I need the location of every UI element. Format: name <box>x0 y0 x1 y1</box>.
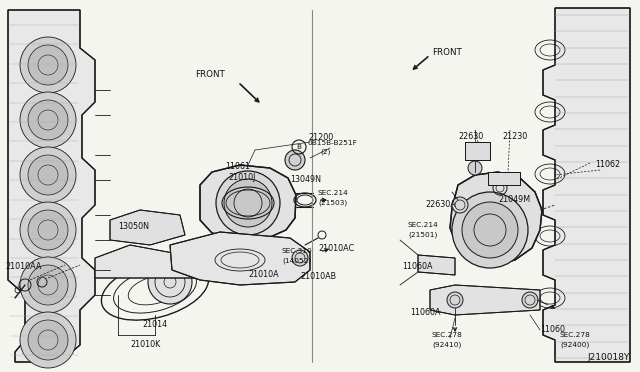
Text: 21010A: 21010A <box>248 270 278 279</box>
Circle shape <box>285 150 305 170</box>
Circle shape <box>20 257 76 313</box>
Text: (21503): (21503) <box>318 200 348 206</box>
Polygon shape <box>95 245 200 278</box>
Text: SEC.214: SEC.214 <box>318 190 349 196</box>
Circle shape <box>468 161 482 175</box>
Circle shape <box>28 155 68 195</box>
Text: FRONT: FRONT <box>195 70 225 79</box>
Text: 21010J: 21010J <box>228 173 255 182</box>
Circle shape <box>28 210 68 250</box>
Circle shape <box>216 171 280 235</box>
Text: 21010AA: 21010AA <box>5 262 42 271</box>
Text: 21010AB: 21010AB <box>300 272 336 281</box>
Text: 21014: 21014 <box>142 320 167 329</box>
Text: 11060A: 11060A <box>410 308 440 317</box>
Text: 21230: 21230 <box>502 132 527 141</box>
Text: 11060: 11060 <box>540 325 565 334</box>
Text: 11062: 11062 <box>595 160 620 169</box>
Text: B: B <box>296 144 301 150</box>
Polygon shape <box>543 8 630 362</box>
Circle shape <box>224 179 272 227</box>
Circle shape <box>28 265 68 305</box>
Text: (2): (2) <box>320 149 330 155</box>
Text: 21010AC: 21010AC <box>318 244 354 253</box>
Text: (92410): (92410) <box>432 342 461 349</box>
Polygon shape <box>430 285 540 315</box>
Polygon shape <box>465 142 490 160</box>
Text: SEC.214: SEC.214 <box>408 222 439 228</box>
Circle shape <box>20 202 76 258</box>
Text: 13049N: 13049N <box>290 175 321 184</box>
Circle shape <box>28 320 68 360</box>
Text: FRONT: FRONT <box>432 48 462 57</box>
Polygon shape <box>110 210 185 245</box>
Circle shape <box>462 202 518 258</box>
Text: 22630: 22630 <box>458 132 483 141</box>
Circle shape <box>20 37 76 93</box>
Text: 21049M: 21049M <box>498 195 530 204</box>
Text: SEC.310: SEC.310 <box>282 248 313 254</box>
Circle shape <box>20 147 76 203</box>
Text: 11061: 11061 <box>225 162 250 171</box>
Circle shape <box>20 312 76 368</box>
Text: 0B15B-B251F: 0B15B-B251F <box>308 140 358 146</box>
Polygon shape <box>488 172 520 185</box>
Circle shape <box>28 100 68 140</box>
Circle shape <box>20 92 76 148</box>
Polygon shape <box>8 10 95 362</box>
Text: J210018Y: J210018Y <box>588 353 630 362</box>
Text: (14052): (14052) <box>282 258 311 264</box>
Polygon shape <box>200 165 296 240</box>
Text: (92400): (92400) <box>560 342 589 349</box>
Circle shape <box>28 45 68 85</box>
Circle shape <box>452 192 528 268</box>
Circle shape <box>292 250 308 266</box>
Circle shape <box>452 197 468 213</box>
Text: SEC.278: SEC.278 <box>560 332 591 338</box>
Polygon shape <box>418 255 455 275</box>
Circle shape <box>447 292 463 308</box>
Circle shape <box>522 292 538 308</box>
Polygon shape <box>170 232 310 285</box>
Text: 21200: 21200 <box>308 133 333 142</box>
Text: 13050N: 13050N <box>118 222 149 231</box>
Polygon shape <box>450 172 542 265</box>
Text: 22630A: 22630A <box>425 200 456 209</box>
Text: 11060A: 11060A <box>402 262 433 271</box>
Text: 21010K: 21010K <box>130 340 160 349</box>
Text: SEC.278: SEC.278 <box>432 332 463 338</box>
Circle shape <box>148 260 192 304</box>
Text: (21501): (21501) <box>408 232 437 238</box>
